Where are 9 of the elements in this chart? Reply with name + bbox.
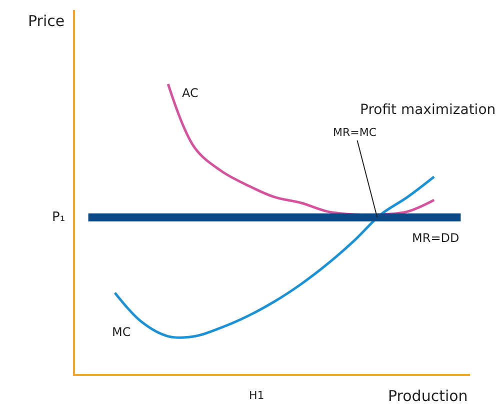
series-label: MC xyxy=(112,325,131,339)
text: P₁ xyxy=(52,210,66,225)
text: H1 xyxy=(249,389,264,402)
annotation: Profit maximization xyxy=(360,102,496,118)
y-axis-title: Price xyxy=(28,12,65,30)
annotation: MR=MC xyxy=(333,126,377,139)
x-axis-title: Production xyxy=(388,387,468,404)
series-label: MR=DD xyxy=(412,231,460,245)
series-label: AC xyxy=(182,86,198,100)
